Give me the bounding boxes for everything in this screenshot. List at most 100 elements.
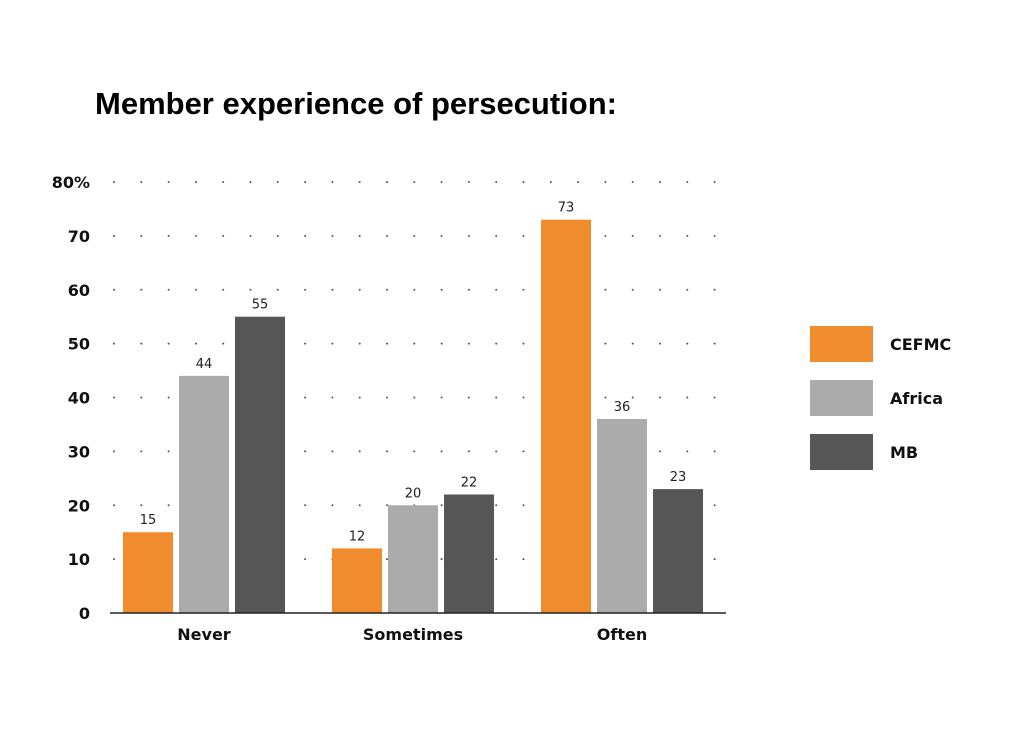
grid-dot [304, 181, 307, 183]
grid-dot [304, 504, 307, 507]
bar-cefmc-never [123, 532, 173, 613]
legend-swatch-mb [810, 434, 873, 470]
grid-dot [522, 558, 525, 561]
grid-dot [194, 181, 197, 183]
grid-dot [276, 288, 279, 291]
grid-dot [713, 450, 716, 453]
grid-dot [222, 234, 225, 237]
grid-dot [167, 234, 170, 237]
grid-dot [386, 181, 388, 183]
grid-dot [549, 181, 552, 183]
grid-dot [113, 234, 115, 237]
grid-dot [113, 181, 115, 183]
grid-dot [113, 342, 115, 345]
data-label: 36 [614, 400, 631, 415]
grid-dot [440, 181, 443, 183]
grid-dot [358, 234, 361, 237]
grid-dot [604, 234, 607, 237]
grid-dot [495, 396, 498, 399]
grid-dot [386, 504, 388, 507]
grid-dot [467, 396, 470, 399]
y-tick-label: 40 [68, 389, 90, 408]
grid-dot [713, 342, 716, 345]
legend-label-mb: MB [890, 443, 918, 462]
grid-dot [440, 558, 443, 561]
grid-dot [659, 396, 661, 399]
grid-dot [440, 504, 443, 507]
grid-dot [304, 234, 307, 237]
y-tick-label: 20 [68, 496, 90, 515]
grid-dot [467, 450, 470, 453]
legend-swatch-africa [810, 380, 873, 416]
y-tick-label: 60 [68, 281, 90, 300]
grid-dot [140, 181, 143, 183]
grid-dot [113, 396, 115, 399]
grid-dot [522, 504, 525, 507]
grid-dot [358, 450, 361, 453]
bar-mb-never [235, 316, 285, 613]
y-tick-label: 10 [68, 550, 90, 569]
grid-dot [713, 288, 716, 291]
y-axis: 0 10 20 30 40 50 60 70 80% [52, 173, 90, 623]
grid-dot [659, 181, 661, 183]
grid-dot [495, 234, 498, 237]
grid-dot [249, 181, 252, 183]
bar-cefmc-often [541, 219, 591, 613]
grid-dot [604, 288, 607, 291]
grid-dot [249, 234, 252, 237]
grid-dot [686, 181, 689, 183]
grid-dot [331, 450, 334, 453]
grid-dot [659, 450, 661, 453]
grid-dot [440, 450, 443, 453]
grid-dot [249, 288, 252, 291]
grid-dot [495, 450, 498, 453]
grid-dot [440, 288, 443, 291]
grid-dot [167, 288, 170, 291]
legend-label-africa: Africa [890, 389, 943, 408]
grid-dot [113, 288, 115, 291]
grid-dot [413, 288, 416, 291]
grid-dot [140, 450, 143, 453]
grid-dot [713, 504, 716, 507]
grid-dot [222, 342, 225, 345]
grid-dot [331, 504, 334, 507]
grid-dot [522, 396, 525, 399]
grid-dot [140, 342, 143, 345]
grid-dot [167, 450, 170, 453]
grid-dot [440, 234, 443, 237]
grid-dot [413, 342, 416, 345]
grid-dot [386, 342, 388, 345]
grid-dot [495, 181, 498, 183]
grid-dot [358, 342, 361, 345]
grid-dot [440, 396, 443, 399]
data-label: 73 [558, 201, 575, 216]
grid-dot [659, 234, 661, 237]
grid-dot [686, 396, 689, 399]
grid-dot [495, 288, 498, 291]
grid-dot [604, 396, 607, 399]
grid-dot [522, 288, 525, 291]
grid-dot [358, 181, 361, 183]
grid-dot [413, 181, 416, 183]
x-tick-label: Never [177, 625, 231, 644]
grid-dot [386, 396, 388, 399]
grid-dot [386, 558, 388, 561]
grid-dot [659, 342, 661, 345]
grid-dot [140, 396, 143, 399]
grid-dot [522, 234, 525, 237]
grid-dot [522, 342, 525, 345]
grid-dot [113, 450, 115, 453]
grid-dot [522, 450, 525, 453]
y-tick-label: 80% [52, 173, 90, 192]
grid-dot [659, 288, 661, 291]
grid-dot [713, 181, 716, 183]
grid-dot [467, 342, 470, 345]
grid-dot [413, 450, 416, 453]
grid-dot [577, 181, 580, 183]
grid-dot [604, 181, 607, 183]
data-label: 55 [252, 298, 269, 313]
grid-dot [222, 181, 225, 183]
grid-dot [331, 396, 334, 399]
grid-dot [631, 396, 634, 399]
grid-dot [522, 181, 525, 183]
